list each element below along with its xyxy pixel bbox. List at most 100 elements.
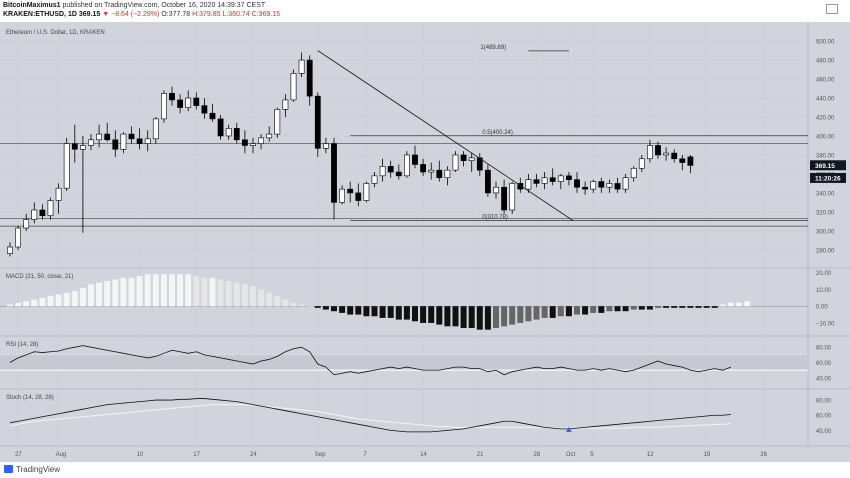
macd-histogram-bar <box>250 286 256 307</box>
candle-body <box>104 133 111 141</box>
price-label-text: 11:20:26 <box>815 175 841 182</box>
high-value: H:379.85 <box>192 11 221 18</box>
macd-histogram-bar <box>201 277 208 307</box>
macd-histogram-bar <box>266 292 273 307</box>
macd-histogram-bar <box>104 281 111 307</box>
crossover-marker-icon <box>565 426 572 432</box>
macd-histogram-bar <box>420 306 427 323</box>
macd-histogram-bar <box>258 289 265 307</box>
ohlc-info: KRAKEN:ETHUSD, 1D 369.15 ▼ −8.64 (−2.29%… <box>3 11 280 18</box>
price-tick-label: 480.00 <box>816 59 835 65</box>
price-tick-label: 440.00 <box>816 97 835 103</box>
time-tick-label: 5 <box>590 452 594 458</box>
macd-histogram-bar <box>646 306 653 310</box>
fullscreen-icon[interactable] <box>826 4 838 14</box>
price-axis-bg <box>808 22 850 446</box>
macd-histogram-bar <box>703 306 710 308</box>
macd-histogram-bar <box>355 306 362 315</box>
candle-body <box>614 183 621 190</box>
candle-body <box>541 177 548 184</box>
rsi-tick-label: 80.00 <box>816 346 832 352</box>
macd-histogram-bar <box>128 277 135 307</box>
macd-histogram-bar <box>403 306 410 320</box>
price-label-box <box>810 160 846 171</box>
candle-body <box>557 175 564 182</box>
macd-histogram-bar <box>88 284 94 307</box>
candle-body <box>144 138 151 144</box>
macd-histogram-bar <box>363 306 370 317</box>
candle-body <box>687 156 694 166</box>
macd-histogram-bar <box>509 306 516 325</box>
macd-histogram-bar <box>590 306 597 313</box>
candle-body <box>128 133 135 140</box>
macd-histogram-bar <box>468 306 475 328</box>
fib-level-label: 1(489.69) <box>480 45 506 51</box>
tradingview-logo-icon <box>4 465 13 473</box>
candle-body <box>509 183 516 211</box>
macd-histogram-bar <box>120 277 127 307</box>
fib-level-label: 0(310.78) <box>482 215 508 221</box>
macd-histogram-bar <box>574 306 580 315</box>
candle-body <box>468 157 475 161</box>
candle-body <box>379 166 386 177</box>
candle-body <box>112 139 119 150</box>
candle-body <box>15 227 21 248</box>
macd-histogram-bar <box>241 284 248 307</box>
candle-body <box>663 152 669 156</box>
macd-histogram-bar <box>387 306 394 318</box>
candle-body <box>225 128 232 137</box>
macd-histogram-bar <box>744 301 751 307</box>
candle-body <box>428 169 435 173</box>
candle-body <box>598 181 605 188</box>
rsi-tick-label: 60.00 <box>816 361 832 367</box>
candle-body <box>322 143 329 149</box>
candle-body <box>679 158 686 163</box>
candle-body <box>655 145 661 156</box>
macd-histogram-bar <box>671 306 678 308</box>
candle-body <box>574 179 580 188</box>
macd-histogram-bar <box>331 306 337 312</box>
candle-body <box>549 177 556 182</box>
macd-histogram-bar <box>169 274 175 307</box>
stoch-k-line <box>9 398 731 433</box>
rsi-title: RSI (14, 28) <box>6 342 38 348</box>
candle-body <box>274 109 281 135</box>
macd-histogram-bar <box>96 282 103 307</box>
candle-body <box>217 118 224 137</box>
author-name[interactable]: BitcoinMaximus1 <box>3 2 61 9</box>
macd-histogram-bar <box>695 306 702 308</box>
macd-histogram-bar <box>711 306 718 308</box>
candle-body <box>387 166 394 173</box>
time-tick-label: 17 <box>193 452 200 458</box>
candle-body <box>88 139 94 146</box>
macd-pane <box>0 268 808 336</box>
price-tick-label: 300.00 <box>816 229 835 235</box>
price-label-text: 369.15 <box>815 163 835 170</box>
macd-histogram-bar <box>217 279 224 307</box>
macd-histogram-bar <box>314 306 321 308</box>
time-tick-label: 14 <box>420 452 427 458</box>
time-tick-label: 7 <box>363 452 367 458</box>
macd-tick-label: 20.00 <box>816 271 832 277</box>
candle-body <box>646 145 653 160</box>
price-tick-label: 460.00 <box>816 78 835 84</box>
macd-histogram-bar <box>622 306 629 312</box>
tradingview-logo[interactable]: TradingView <box>4 465 60 474</box>
stoch-d-line <box>9 404 731 429</box>
macd-histogram-bar <box>630 306 637 310</box>
macd-histogram-bar <box>582 306 589 315</box>
candle-body <box>395 171 402 177</box>
macd-histogram-bar <box>736 302 742 307</box>
macd-histogram-bar <box>484 306 491 330</box>
macd-histogram-bar <box>687 306 694 308</box>
candle-body <box>55 187 62 201</box>
macd-histogram-bar <box>541 306 548 318</box>
candle-body <box>120 133 127 150</box>
chart-canvas[interactable]: 280.00300.00320.00340.00360.00380.00400.… <box>0 22 850 462</box>
macd-tick-label: −10.00 <box>816 321 835 327</box>
candle-body <box>339 188 345 203</box>
macd-histogram-bar <box>152 274 159 307</box>
macd-histogram-bar <box>614 306 621 312</box>
candle-body <box>233 128 240 141</box>
candle-body <box>152 118 159 140</box>
